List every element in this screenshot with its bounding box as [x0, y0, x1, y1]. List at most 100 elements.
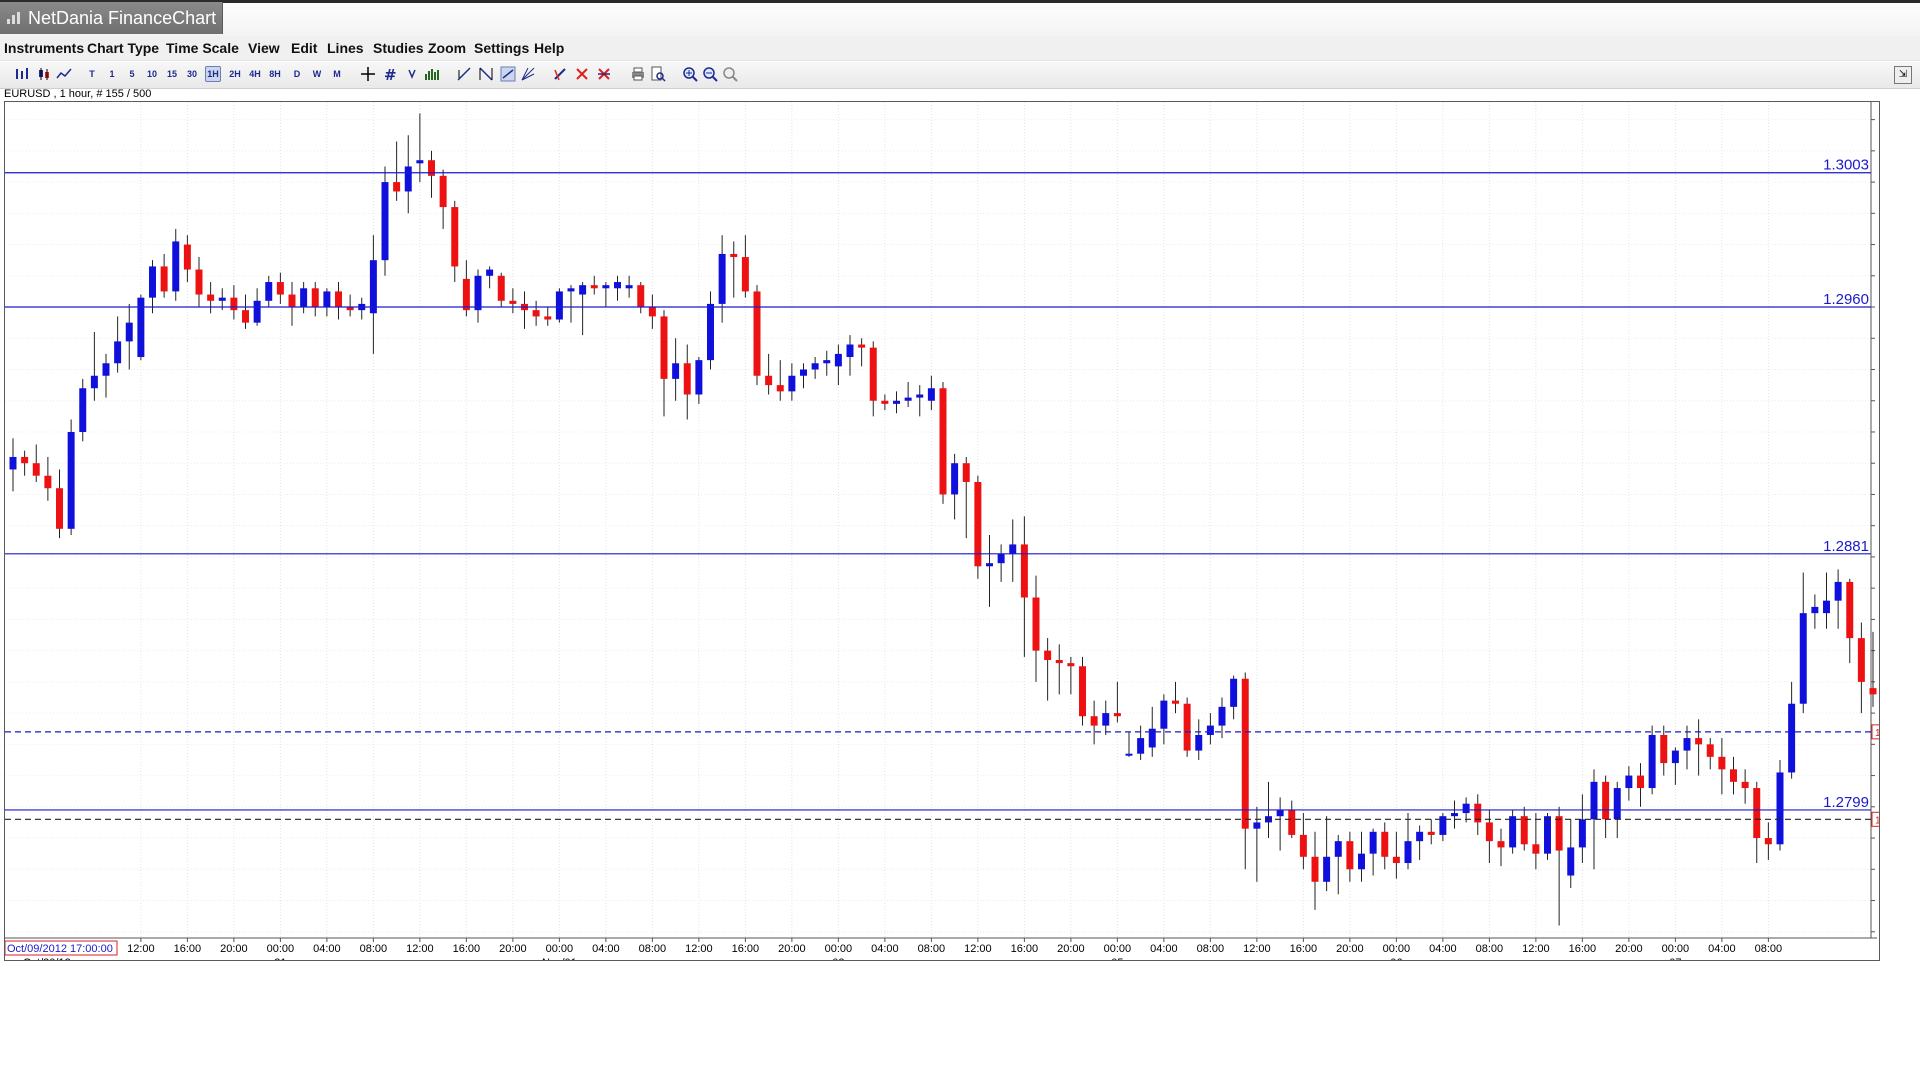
channel-icon[interactable] — [500, 66, 516, 82]
candle-up — [893, 400, 900, 404]
candle-up — [602, 285, 610, 289]
grid-icon[interactable]: # — [382, 66, 398, 82]
candlestick-icon[interactable] — [36, 66, 52, 82]
volume-icon[interactable] — [424, 66, 440, 82]
x-date-label: 06 — [1390, 957, 1402, 960]
candle-up — [672, 363, 680, 379]
candle-down — [765, 375, 773, 386]
zoom-reset-icon[interactable] — [722, 66, 738, 82]
candle-up — [79, 388, 87, 432]
arrow-down-icon[interactable] — [404, 66, 420, 82]
candle-up — [555, 291, 563, 320]
menu-lines[interactable]: Lines — [327, 40, 364, 56]
candle-down — [776, 385, 784, 392]
menu-edit[interactable]: Edit — [291, 40, 318, 56]
x-tick-label: 04:00 — [1708, 943, 1736, 955]
candle-down — [1695, 738, 1703, 745]
candle-up — [800, 369, 807, 376]
first-date-label: Oct/30/12 — [23, 957, 71, 960]
candle-down — [939, 388, 947, 495]
app-title-tab[interactable]: NetDania FinanceChart — [0, 2, 223, 34]
candle-up — [1160, 700, 1168, 729]
menu-studies[interactable]: Studies — [373, 40, 424, 56]
candle-up — [381, 182, 389, 261]
candle-down — [44, 475, 52, 489]
candle-up — [707, 303, 714, 361]
x-date-label: 05 — [1111, 957, 1123, 960]
x-tick-label: 16:00 — [453, 943, 481, 955]
timeframe-30-button[interactable]: 30 — [186, 69, 197, 79]
x-tick-label: 16:00 — [1290, 943, 1318, 955]
delete-icon[interactable] — [574, 66, 590, 82]
print-preview-icon[interactable] — [650, 66, 666, 82]
pencil-icon[interactable] — [552, 66, 568, 82]
candle-down — [869, 347, 877, 401]
menu-time-scale[interactable]: Time Scale — [166, 40, 239, 56]
trendline-icon[interactable] — [456, 66, 472, 82]
fan-icon[interactable] — [520, 66, 536, 82]
timeframe-2h-button[interactable]: 2H — [229, 69, 241, 79]
fibonacci-icon[interactable] — [478, 66, 494, 82]
timeframe-t-button[interactable]: T — [89, 69, 95, 79]
candle-down — [428, 160, 435, 176]
candle-up — [172, 241, 180, 292]
candle-down — [1741, 781, 1749, 789]
candle-down — [1020, 544, 1028, 598]
candle-down — [288, 294, 296, 308]
candle-up — [1509, 816, 1517, 848]
candle-down — [637, 285, 645, 308]
timeframe-5-button[interactable]: 5 — [129, 69, 135, 79]
candlestick-chart[interactable]: 1.30201.30101.30001.29901.29801.29701.29… — [5, 102, 1879, 960]
candle-down — [242, 310, 249, 323]
candle-up — [1102, 713, 1110, 726]
candle-down — [648, 307, 656, 317]
candle-down — [1764, 838, 1772, 845]
candle-down — [183, 244, 191, 270]
candle-up — [1369, 831, 1377, 854]
timeframe-4h-button[interactable]: 4H — [249, 69, 261, 79]
level-label: 1.2799 — [1823, 794, 1869, 811]
timeframe-d-button[interactable]: D — [293, 69, 301, 79]
line-chart-icon[interactable] — [56, 66, 72, 82]
chart-area[interactable]: 1.30201.30101.30001.29901.29801.29701.29… — [4, 101, 1880, 961]
detach-icon[interactable]: ⇲ — [1894, 66, 1912, 84]
candle-down — [1637, 775, 1644, 789]
candle-up — [1009, 544, 1017, 554]
timeframe-1-button[interactable]: 1 — [109, 69, 115, 79]
x-tick-label: 04:00 — [313, 943, 341, 955]
x-date-label: 02 — [832, 957, 844, 960]
candle-down — [1288, 809, 1296, 835]
menu-chart-type[interactable]: Chart Type — [87, 40, 160, 56]
menu-instruments[interactable]: Instruments — [4, 40, 85, 56]
crosshair-icon[interactable] — [360, 66, 376, 82]
zoom-out-icon[interactable] — [702, 66, 718, 82]
menu-view[interactable]: View — [248, 40, 280, 56]
delete-all-icon[interactable] — [596, 66, 612, 82]
blank-footer — [0, 1000, 1920, 1080]
candle-up — [474, 275, 482, 311]
x-date-label: 31 — [274, 957, 286, 960]
candle-down — [683, 363, 691, 395]
print-icon[interactable] — [630, 66, 646, 82]
timeframe-1h-button[interactable]: 1H — [205, 66, 221, 82]
candle-down — [335, 291, 342, 308]
timeframe-8h-button[interactable]: 8H — [269, 69, 281, 79]
timeframe-10-button[interactable]: 10 — [146, 69, 157, 79]
candle-up — [904, 397, 912, 401]
timeframe-15-button[interactable]: 15 — [166, 69, 177, 79]
zoom-in-icon[interactable] — [682, 66, 698, 82]
menu-settings[interactable]: Settings — [474, 40, 530, 56]
candle-up — [1416, 831, 1424, 842]
x-date-label: 07 — [1669, 957, 1681, 960]
menu-zoom[interactable]: Zoom — [428, 40, 467, 56]
timeframe-w-button[interactable]: W — [312, 69, 322, 79]
menu-help[interactable]: Help — [534, 40, 565, 56]
candle-up — [1276, 809, 1284, 817]
x-tick-label: 12:00 — [1522, 943, 1550, 955]
candle-down — [195, 269, 203, 295]
bar-chart-icon[interactable] — [14, 66, 30, 82]
candle-up — [1567, 847, 1575, 876]
timeframe-m-button[interactable]: M — [333, 69, 341, 79]
candle-up — [1323, 856, 1331, 882]
candle-up — [823, 360, 831, 364]
